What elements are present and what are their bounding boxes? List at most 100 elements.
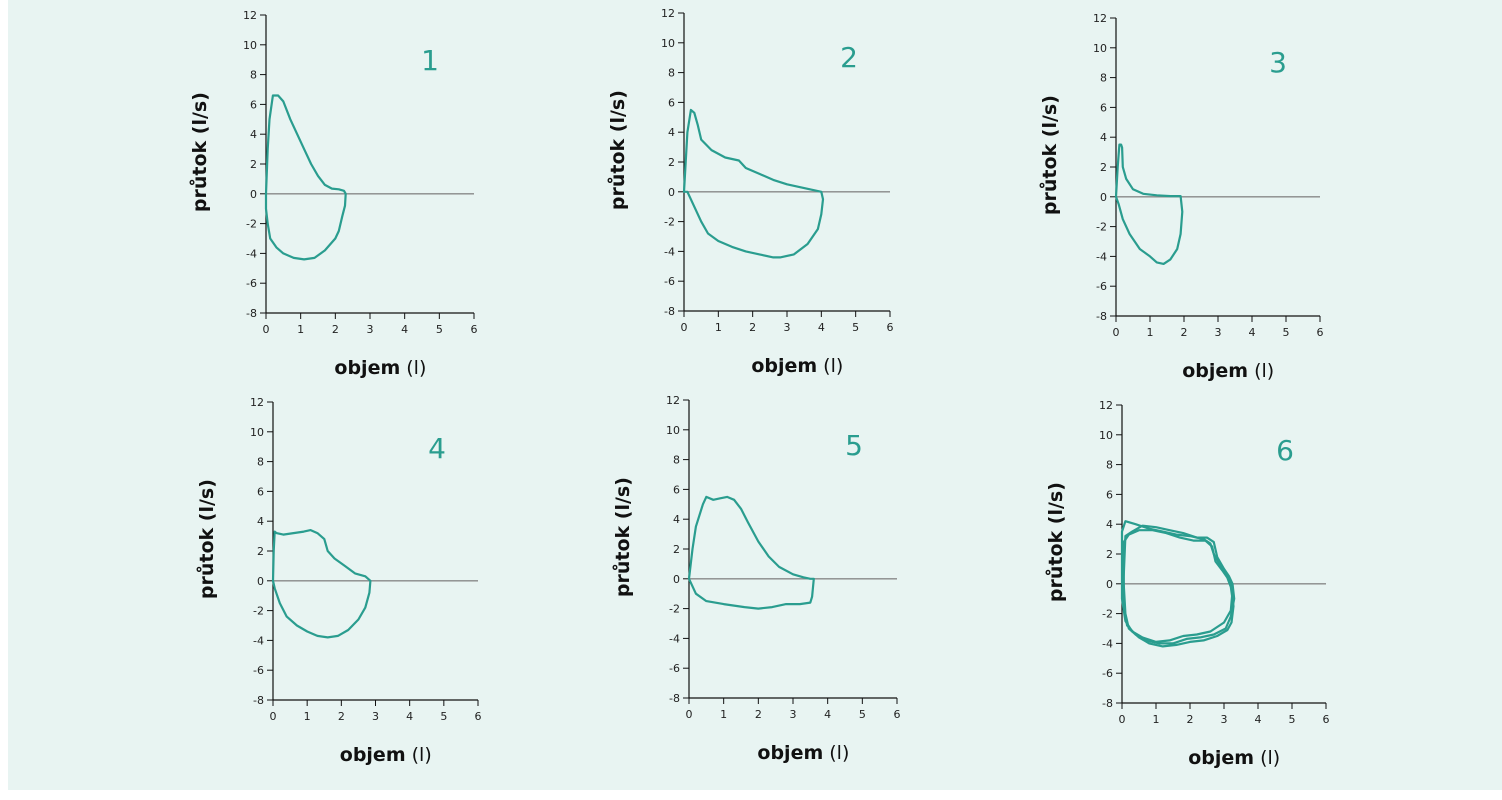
x-tick-label: 4 (818, 321, 825, 334)
y-tick-label: -4 (669, 632, 680, 645)
x-tick-label: 2 (1181, 326, 1188, 339)
x-tick-label: 5 (859, 708, 866, 721)
x-tick-label: 4 (401, 323, 408, 336)
x-axis-title: objem (l) (1188, 747, 1280, 769)
x-axis-title: objem (l) (340, 744, 432, 766)
y-tick-label: 12 (661, 7, 675, 20)
y-tick-label: 0 (250, 188, 257, 201)
y-tick-label: -6 (669, 662, 680, 675)
x-axis-title-word: objem (340, 744, 406, 766)
x-tick-label: 2 (332, 323, 339, 336)
x-axis-title-word: objem (1188, 747, 1254, 769)
y-tick-label: 2 (668, 156, 675, 169)
x-axis-title-unit: (l) (829, 742, 849, 764)
y-tick-label: 12 (250, 396, 264, 409)
y-axis-title: průtok (l/s) (1038, 95, 1061, 215)
x-tick-label: 2 (1187, 713, 1194, 726)
x-tick-label: 3 (367, 323, 374, 336)
x-tick-label: 0 (263, 323, 270, 336)
y-tick-label: 6 (1100, 101, 1107, 114)
y-tick-label: 4 (1106, 518, 1113, 531)
x-tick-label: 3 (1221, 713, 1228, 726)
x-tick-label: 6 (887, 321, 894, 334)
flow-volume-loop-1 (1120, 520, 1234, 643)
y-tick-label: -6 (1096, 280, 1107, 293)
x-tick-label: 0 (681, 321, 688, 334)
x-tick-label: 3 (372, 710, 379, 723)
y-tick-label: -8 (664, 305, 675, 318)
y-axis-title: průtok (l/s) (188, 92, 211, 212)
x-tick-label: 0 (686, 708, 693, 721)
x-tick-label: 3 (1215, 326, 1222, 339)
y-tick-label: -6 (664, 275, 675, 288)
y-tick-label: 6 (1106, 488, 1113, 501)
flow-volume-loop-1 (264, 94, 347, 261)
y-tick-label: 6 (250, 98, 257, 111)
x-tick-label: 1 (304, 710, 311, 723)
y-tick-label: 0 (673, 573, 680, 586)
x-tick-label: 4 (1255, 713, 1262, 726)
x-axis-title-unit: (l) (406, 357, 426, 379)
y-tick-label: 8 (673, 454, 680, 467)
flow-volume-loop-1 (682, 108, 825, 259)
y-tick-label: 2 (257, 545, 264, 558)
x-axis-title-word: objem (1182, 360, 1248, 382)
y-tick-label: -8 (253, 694, 264, 707)
y-tick-label: -2 (1102, 608, 1113, 621)
y-tick-label: 4 (673, 513, 680, 526)
x-tick-label: 1 (1147, 326, 1154, 339)
y-tick-label: 10 (250, 426, 264, 439)
flow-volume-loop-1 (1114, 143, 1184, 265)
y-tick-label: -4 (1096, 250, 1107, 263)
y-tick-label: -6 (253, 664, 264, 677)
y-tick-label: -2 (664, 216, 675, 229)
y-tick-label: 12 (666, 394, 680, 407)
y-tick-label: 12 (1099, 399, 1113, 412)
y-tick-label: 6 (673, 483, 680, 496)
flow-volume-loop-3 (1122, 529, 1235, 648)
y-axis-title: průtok (l/s) (195, 479, 218, 599)
x-tick-label: 6 (1317, 326, 1324, 339)
x-tick-label: 0 (270, 710, 277, 723)
x-tick-label: 1 (297, 323, 304, 336)
y-tick-label: 6 (668, 96, 675, 109)
y-tick-label: 4 (668, 126, 675, 139)
x-axis-title-word: objem (334, 357, 400, 379)
panel-number: 2 (840, 41, 858, 74)
panel-number: 5 (845, 429, 863, 462)
figure-background: 12 10 8 6 4 2 0 -2 -4 -6 -8 0 1 2 3 4 5 6 objem (l) průtok (… (8, 0, 1502, 790)
x-tick-label: 4 (406, 710, 413, 723)
x-tick-label: 5 (1289, 713, 1296, 726)
y-tick-label: -6 (1102, 667, 1113, 680)
x-axis-title-unit: (l) (412, 744, 432, 766)
x-axis-title: objem (l) (1182, 360, 1274, 382)
x-axis-title: objem (l) (751, 355, 843, 377)
y-tick-label: 12 (243, 9, 257, 22)
x-tick-label: 0 (1119, 713, 1126, 726)
panel-number: 1 (421, 44, 439, 77)
x-tick-label: 6 (475, 710, 482, 723)
x-tick-label: 3 (790, 708, 797, 721)
x-tick-label: 0 (1113, 326, 1120, 339)
x-axis-title-word: objem (757, 742, 823, 764)
y-tick-label: 10 (666, 424, 680, 437)
x-tick-label: 2 (749, 321, 756, 334)
y-tick-label: -4 (664, 245, 675, 258)
y-tick-label: 10 (1099, 429, 1113, 442)
y-tick-label: 8 (250, 69, 257, 82)
y-tick-label: -6 (246, 277, 257, 290)
y-tick-label: 4 (250, 128, 257, 141)
x-tick-label: 5 (852, 321, 859, 334)
y-tick-label: -4 (253, 634, 264, 647)
y-tick-label: 4 (1100, 131, 1107, 144)
flow-volume-loop-1 (687, 495, 815, 610)
y-axis-title: průtok (l/s) (611, 477, 634, 597)
y-tick-label: -8 (1102, 697, 1113, 710)
x-axis-title-word: objem (751, 355, 817, 377)
y-tick-label: -8 (1096, 310, 1107, 323)
y-tick-label: 4 (257, 515, 264, 528)
